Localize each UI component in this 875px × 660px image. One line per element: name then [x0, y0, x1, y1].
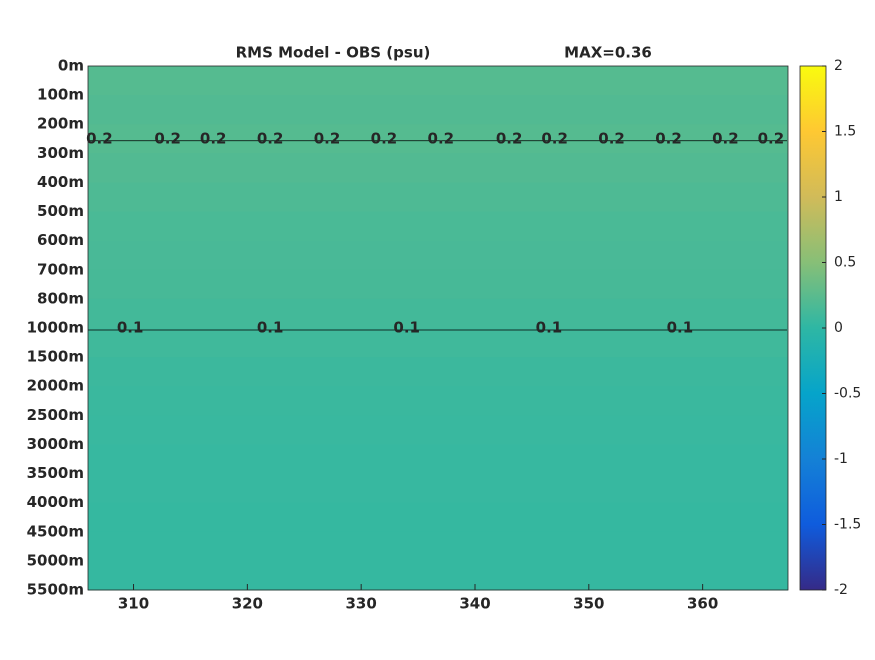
y-tick-label: 4500m — [27, 522, 84, 540]
x-tick-label: 320 — [232, 595, 263, 613]
x-tick-label: 310 — [118, 595, 149, 613]
heat-cell — [88, 386, 788, 416]
heat-cell — [88, 95, 788, 125]
heat-cell — [88, 269, 788, 300]
plot-frame — [87, 65, 789, 591]
x-tick-label: 350 — [573, 595, 604, 613]
heat-cell — [88, 124, 788, 154]
y-tick-label: 600m — [37, 231, 84, 249]
y-tick-label: 5000m — [27, 551, 84, 569]
colorbar-tick-label: 1.5 — [834, 124, 856, 140]
colorbar-tick-label: -0.5 — [834, 386, 861, 402]
colorbar-tick-label: 1 — [834, 189, 843, 205]
heat-cell — [88, 415, 788, 445]
heat-cell — [88, 357, 788, 387]
colorbar-tick-label: -1.5 — [834, 517, 861, 533]
y-tick-label: 1500m — [27, 348, 84, 366]
y-tick-label: 400m — [37, 173, 84, 191]
colorbar-tick-label: -2 — [834, 582, 848, 598]
y-tick-label: 2000m — [27, 377, 84, 395]
heat-cell — [88, 211, 788, 242]
heat-cell — [88, 473, 788, 504]
contour-label: 0.2 — [200, 129, 227, 147]
heat-cell — [88, 298, 788, 329]
contour-label: 0.2 — [314, 129, 341, 147]
colorbar-tick-label: 0 — [834, 320, 843, 336]
y-tick-label: 4000m — [27, 493, 84, 511]
contour-label: 0.2 — [496, 129, 523, 147]
heat-cell — [88, 66, 788, 96]
heat-cell — [88, 328, 788, 358]
y-tick-label: 300m — [37, 144, 84, 162]
contour-label: 0.2 — [257, 129, 284, 147]
colorbar-tick-label: -1 — [834, 451, 848, 467]
contour-label: 0.2 — [758, 129, 785, 147]
heat-cell — [88, 531, 788, 562]
contour-label: 0.1 — [536, 319, 563, 337]
contour-label: 0.1 — [393, 319, 420, 337]
y-tick-label: 2500m — [27, 406, 84, 424]
contour-label: 0.2 — [712, 129, 739, 147]
y-tick-label: 5500m — [27, 581, 84, 599]
heat-cell — [88, 153, 788, 183]
annotation: MAX=0.36 — [564, 44, 652, 62]
y-tick-label: 800m — [37, 289, 84, 307]
contour-label: 0.1 — [257, 319, 284, 337]
colorbar-tick-label: 2 — [834, 58, 843, 74]
y-tick-label: 100m — [37, 86, 84, 104]
heat-cell — [88, 560, 788, 591]
y-tick-label: 3500m — [27, 464, 84, 482]
contour-label: 0.2 — [371, 129, 398, 147]
contour-label: 0.2 — [598, 129, 625, 147]
contour-label: 0.2 — [541, 129, 568, 147]
y-tick-label: 700m — [37, 260, 84, 278]
heat-cell — [88, 502, 788, 533]
contour-label: 0.1 — [117, 319, 144, 337]
y-tick-label: 3000m — [27, 435, 84, 453]
chart-title: RMS Model - OBS (psu) — [236, 44, 431, 62]
x-tick-label: 360 — [687, 595, 718, 613]
y-tick-label: 500m — [37, 202, 84, 220]
heat-cell — [88, 182, 788, 213]
y-tick-label: 200m — [37, 115, 84, 133]
y-tick-label: 0m — [58, 57, 84, 75]
colorbar-tick-label: 0.5 — [834, 255, 856, 271]
contour-label: 0.1 — [667, 319, 694, 337]
x-tick-label: 340 — [459, 595, 490, 613]
heat-cell — [88, 240, 788, 271]
contour-label: 0.2 — [154, 129, 181, 147]
contour-label: 0.2 — [86, 129, 113, 147]
y-tick-label: 1000m — [27, 319, 84, 337]
contour-label: 0.2 — [428, 129, 455, 147]
heat-cell — [88, 444, 788, 475]
x-tick-label: 330 — [346, 595, 377, 613]
contour-label: 0.2 — [655, 129, 682, 147]
